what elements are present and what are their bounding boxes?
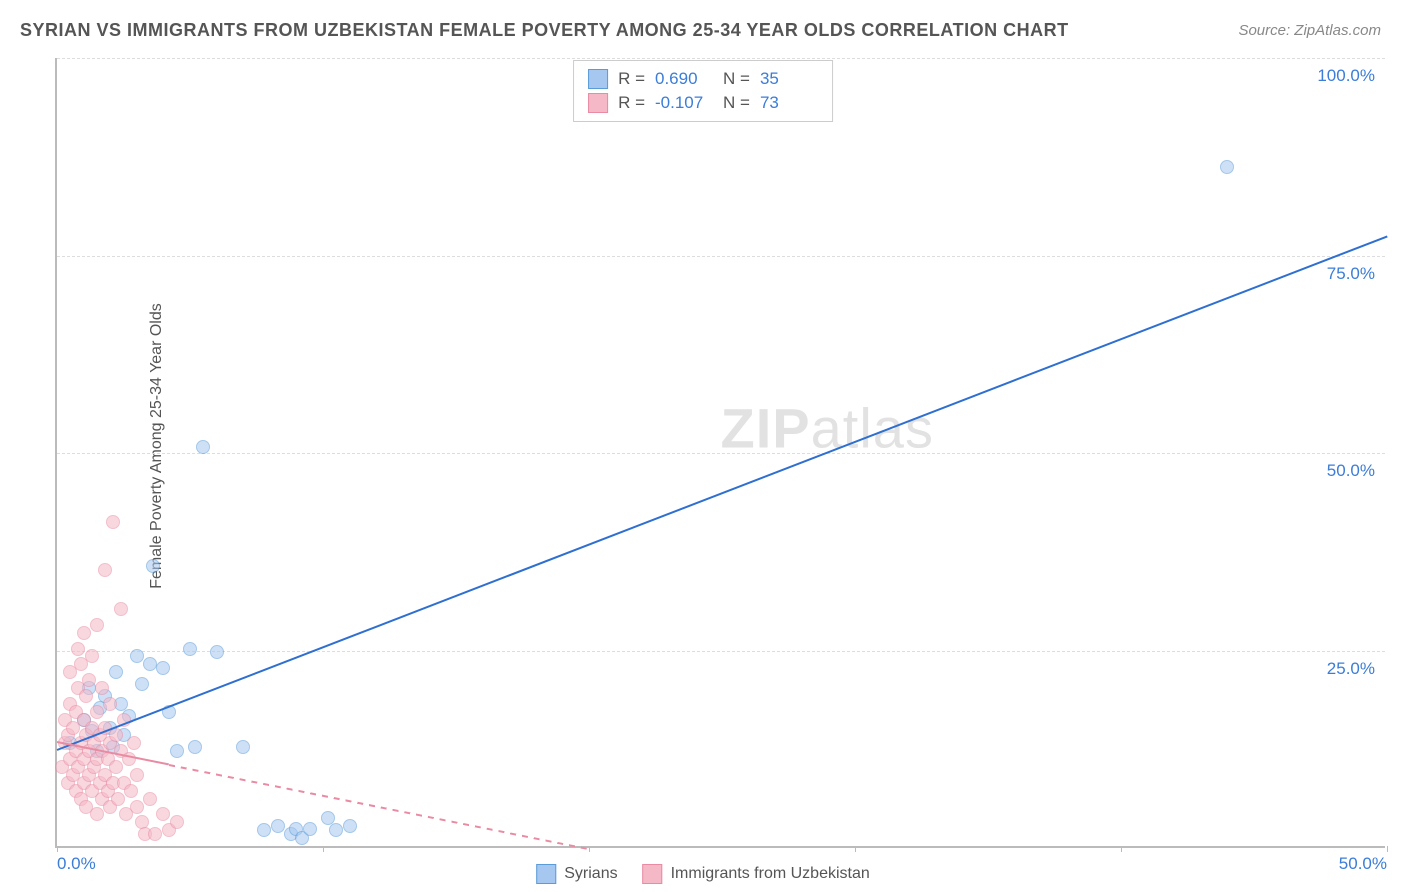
series-name-syrians: Syrians xyxy=(564,865,617,883)
series-legend: Syrians Immigrants from Uzbekistan xyxy=(536,864,870,884)
r-label: R = xyxy=(618,93,645,113)
plot-area: ZIPatlas 25.0%50.0%75.0%100.0%0.0%50.0% xyxy=(55,58,1385,848)
chart-container: SYRIAN VS IMMIGRANTS FROM UZBEKISTAN FEM… xyxy=(0,0,1406,892)
data-point xyxy=(156,661,170,675)
data-point xyxy=(188,740,202,754)
data-point xyxy=(85,649,99,663)
data-point xyxy=(127,736,141,750)
data-point xyxy=(210,645,224,659)
data-point xyxy=(303,822,317,836)
data-point xyxy=(143,792,157,806)
data-point xyxy=(109,760,123,774)
data-point xyxy=(130,800,144,814)
data-point xyxy=(79,689,93,703)
n-value-uzbekistan: 73 xyxy=(760,93,818,113)
data-point xyxy=(90,618,104,632)
data-point xyxy=(103,697,117,711)
data-point xyxy=(146,559,160,573)
data-point xyxy=(106,515,120,529)
swatch-syrians-icon xyxy=(536,864,556,884)
data-point xyxy=(130,768,144,782)
data-point xyxy=(114,602,128,616)
x-tick xyxy=(1121,846,1122,852)
x-tick xyxy=(855,846,856,852)
data-point xyxy=(109,728,123,742)
chart-title: SYRIAN VS IMMIGRANTS FROM UZBEKISTAN FEM… xyxy=(20,20,1069,41)
data-point xyxy=(124,784,138,798)
series-name-uzbekistan: Immigrants from Uzbekistan xyxy=(671,865,870,883)
source-attribution: Source: ZipAtlas.com xyxy=(1238,22,1381,39)
legend-item-syrians: Syrians xyxy=(536,864,617,884)
legend-item-uzbekistan: Immigrants from Uzbekistan xyxy=(643,864,870,884)
legend-row-uzbekistan: R = -0.107 N = 73 xyxy=(588,91,818,115)
y-tick-label: 100.0% xyxy=(1317,66,1375,86)
swatch-uzbekistan-icon xyxy=(643,864,663,884)
data-point xyxy=(148,827,162,841)
r-value-syrians: 0.690 xyxy=(655,69,713,89)
n-label: N = xyxy=(723,93,750,113)
data-point xyxy=(130,649,144,663)
data-point xyxy=(236,740,250,754)
gridline xyxy=(57,651,1385,652)
x-tick-label: 50.0% xyxy=(1339,854,1387,874)
data-point xyxy=(71,642,85,656)
data-point xyxy=(170,815,184,829)
data-point xyxy=(271,819,285,833)
data-point xyxy=(109,665,123,679)
r-value-uzbekistan: -0.107 xyxy=(655,93,713,113)
data-point xyxy=(329,823,343,837)
data-point xyxy=(343,819,357,833)
watermark-bold: ZIP xyxy=(721,397,811,460)
x-tick xyxy=(57,846,58,852)
swatch-syrians-icon xyxy=(588,69,608,89)
r-label: R = xyxy=(618,69,645,89)
swatch-uzbekistan-icon xyxy=(588,93,608,113)
gridline xyxy=(57,256,1385,257)
gridline xyxy=(57,58,1385,59)
x-tick xyxy=(323,846,324,852)
y-tick-label: 25.0% xyxy=(1327,659,1375,679)
data-point xyxy=(90,705,104,719)
n-label: N = xyxy=(723,69,750,89)
data-point xyxy=(111,792,125,806)
trend-line xyxy=(57,236,1388,751)
x-tick xyxy=(1387,846,1388,852)
data-point xyxy=(98,563,112,577)
data-point xyxy=(143,657,157,671)
data-point xyxy=(135,677,149,691)
x-tick-label: 0.0% xyxy=(57,854,96,874)
data-point xyxy=(183,642,197,656)
data-point xyxy=(90,807,104,821)
data-point xyxy=(257,823,271,837)
y-tick-label: 50.0% xyxy=(1327,461,1375,481)
y-tick-label: 75.0% xyxy=(1327,264,1375,284)
legend-row-syrians: R = 0.690 N = 35 xyxy=(588,67,818,91)
data-point xyxy=(156,807,170,821)
data-point xyxy=(95,681,109,695)
data-point xyxy=(196,440,210,454)
data-point xyxy=(77,626,91,640)
data-point xyxy=(1220,160,1234,174)
data-point xyxy=(170,744,184,758)
n-value-syrians: 35 xyxy=(760,69,818,89)
trend-line xyxy=(169,764,590,850)
correlation-legend: R = 0.690 N = 35 R = -0.107 N = 73 xyxy=(573,60,833,122)
data-point xyxy=(82,673,96,687)
